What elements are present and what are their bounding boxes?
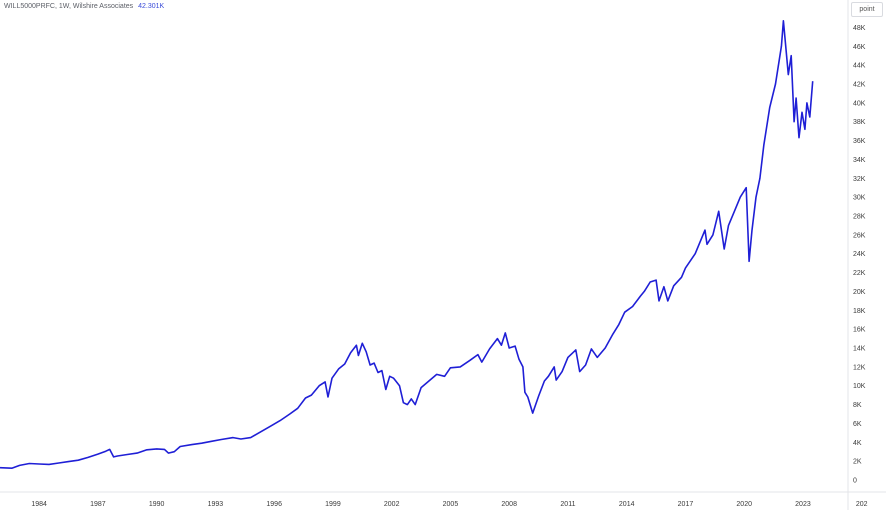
y-tick-label: 22K: [853, 270, 866, 277]
last-value: 42.301K: [138, 3, 165, 10]
y-tick-label: 38K: [853, 119, 866, 126]
series-line: [0, 20, 814, 469]
y-tick-label: 36K: [853, 138, 866, 145]
y-tick-label: 0: [853, 478, 857, 485]
y-tick-label: 18K: [853, 308, 866, 315]
y-tick-label: 16K: [853, 327, 866, 334]
y-tick-label: 48K: [853, 25, 866, 32]
x-tick-label: 2008: [501, 501, 517, 508]
x-tick-label: 2023: [795, 501, 811, 508]
unit-button[interactable]: point: [851, 2, 883, 17]
y-tick-label: 42K: [853, 82, 866, 89]
y-tick-label: 6K: [853, 421, 862, 428]
y-tick-label: 4K: [853, 440, 862, 447]
x-tick-label: 2005: [443, 501, 459, 508]
y-tick-label: 44K: [853, 63, 866, 70]
y-tick-label: 10K: [853, 383, 866, 390]
symbol-text: WILL5000PRFC, 1W, Wilshire Associates: [4, 3, 134, 10]
y-tick-label: 28K: [853, 214, 866, 221]
y-tick-label: 34K: [853, 157, 866, 164]
x-tick-label: 2011: [560, 501, 575, 508]
y-tick-label: 8K: [853, 402, 862, 409]
x-tick-label: 1990: [149, 501, 165, 508]
x-tick-label: 2014: [619, 501, 635, 508]
y-tick-label: 20K: [853, 289, 866, 296]
y-tick-label: 30K: [853, 195, 866, 202]
x-tick-label: 1996: [266, 501, 282, 508]
y-tick-label: 26K: [853, 232, 866, 239]
y-tick-label: 32K: [853, 176, 866, 183]
y-tick-label: 46K: [853, 44, 866, 51]
x-tick-label: 1993: [208, 501, 224, 508]
x-tick-label: 2017: [678, 501, 694, 508]
x-tick-label: 1987: [90, 501, 106, 508]
y-tick-label: 24K: [853, 251, 866, 258]
y-tick-label: 2K: [853, 459, 862, 466]
x-tick-label: 2002: [384, 501, 400, 508]
chart-header: WILL5000PRFC, 1W, Wilshire Associates 42…: [4, 3, 164, 10]
x-tick-label: 2020: [736, 501, 752, 508]
y-tick-label: 12K: [853, 364, 866, 371]
x-tick-label: 1999: [325, 501, 341, 508]
x-tick-label: 202: [856, 501, 868, 508]
x-tick-label: 1984: [31, 501, 47, 508]
y-tick-label: 40K: [853, 100, 866, 107]
y-tick-label: 14K: [853, 346, 866, 353]
